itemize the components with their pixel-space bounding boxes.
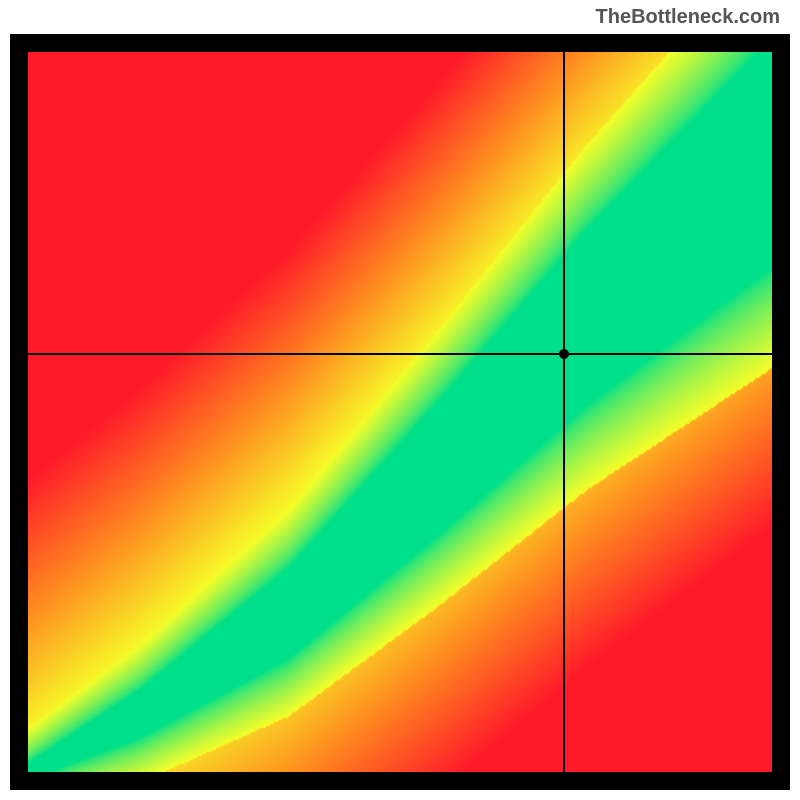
plot-area: [28, 52, 772, 772]
heatmap-gradient: [28, 52, 772, 772]
watermark-text: TheBottleneck.com: [596, 6, 780, 29]
crosshair-horizontal: [28, 353, 772, 355]
chart-container: TheBottleneck.com: [0, 0, 800, 800]
crosshair-vertical: [563, 52, 565, 772]
heatmap-image: [28, 52, 772, 772]
marker-dot: [559, 349, 569, 359]
